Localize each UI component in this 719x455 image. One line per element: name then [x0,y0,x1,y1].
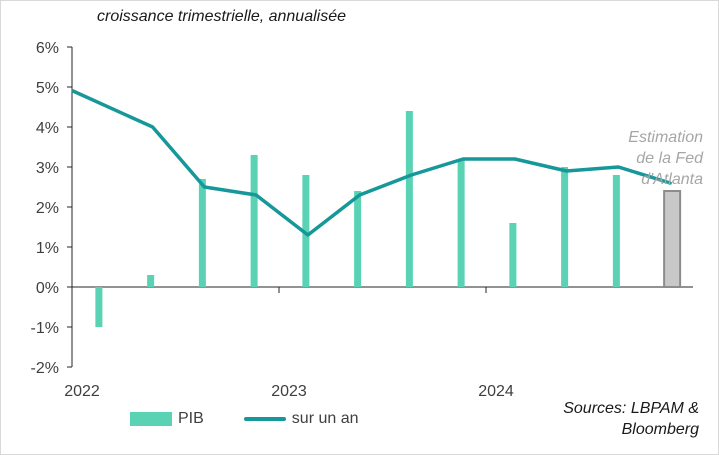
pib-bar [354,191,362,287]
pib-bar [198,179,206,287]
sources-note: Sources: LBPAM & Bloomberg [563,398,699,440]
annotation-line-3: d'Atlanta [641,171,703,188]
legend-label-pib: PIB [178,410,204,427]
pib-bar [457,159,465,287]
estimate-bar [663,190,682,288]
y-tick-label: 0% [36,280,59,297]
pib-bar [405,111,413,287]
y-tick-label: -2% [31,360,59,377]
y-tick-label: 3% [36,160,59,177]
pib-bar [95,287,103,327]
y-tick-label: 4% [36,120,59,137]
pib-bar [561,167,569,287]
pib-bar [147,275,155,287]
yoy-line [71,89,672,237]
pib-bar [612,175,620,287]
legend-label-yoy: sur un an [291,410,359,427]
sources-line-1: Sources: LBPAM & [563,400,699,417]
pib-bar [302,175,310,287]
y-tick-label: 1% [36,240,59,257]
pib-bar [250,155,258,287]
annotation-line-2: de la Fed [636,150,703,167]
x-tick-label: 2024 [478,383,514,400]
legend-swatch-bar [130,412,172,426]
sources-line-2: Bloomberg [621,421,699,438]
x-tick-label: 2023 [271,383,307,400]
x-tick-label: 2022 [64,383,100,400]
estimate-annotation: Estimation de la Fed d'Atlanta [628,127,703,190]
y-tick-label: -1% [31,320,59,337]
y-tick-label: 6% [36,40,59,57]
chart-legend: PIB sur un an [130,410,359,428]
chart-subtitle: croissance trimestrielle, annualisée [97,8,346,25]
y-tick-label: 2% [36,200,59,217]
legend-swatch-line [243,417,286,421]
y-tick-label: 5% [36,80,59,97]
annotation-line-1: Estimation [628,129,703,146]
pib-bar [509,223,517,287]
